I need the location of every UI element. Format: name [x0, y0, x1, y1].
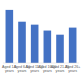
bar [69, 28, 77, 63]
x-tick-label: Aged 26+years [65, 65, 81, 73]
bar [56, 35, 64, 63]
bars [6, 10, 77, 63]
bar [6, 10, 14, 63]
bar [18, 22, 26, 63]
chart: Aged 1-5yearsAged 6-10yearsAged 11-15yea… [0, 0, 81, 80]
x-axis [3, 63, 79, 64]
bar [31, 25, 39, 63]
bar [44, 31, 52, 63]
